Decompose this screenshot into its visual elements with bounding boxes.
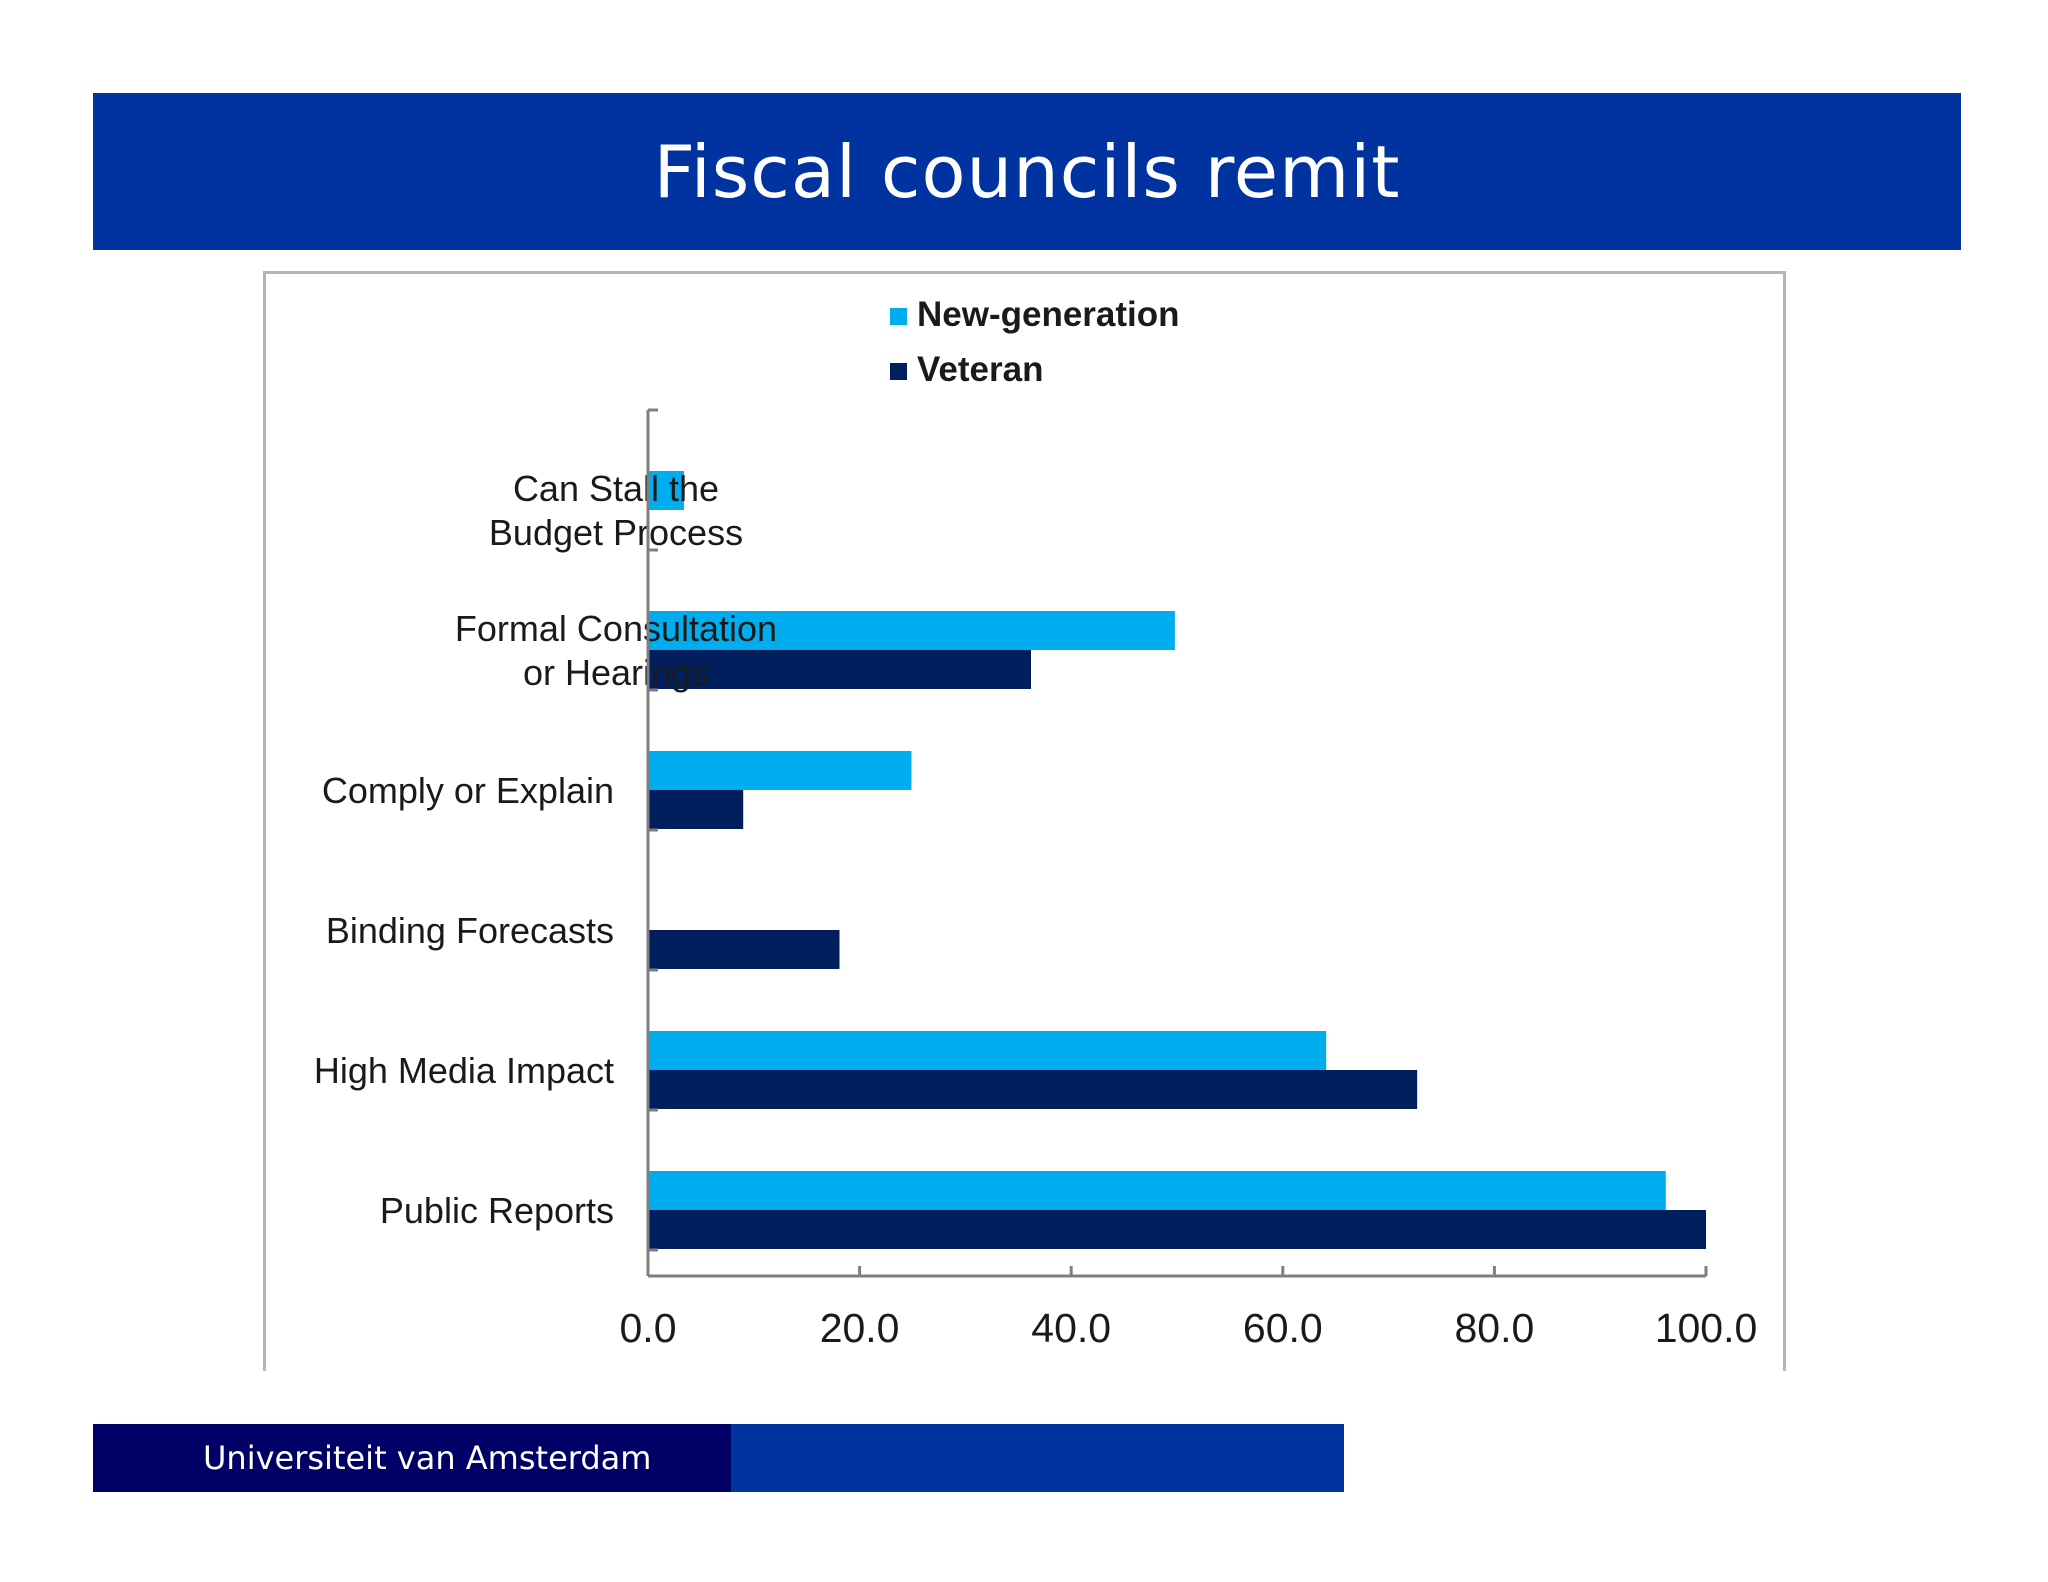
legend-label-new-generation: New-generation <box>917 295 1180 334</box>
bar-veteran-4 <box>648 1070 1418 1109</box>
x-tick-label-0: 0.0 <box>620 1305 677 1351</box>
bar-new-generation-1 <box>648 611 1175 650</box>
bar-veteran-3 <box>648 930 840 969</box>
footer-bar: Universiteit van Amsterdam <box>93 1424 731 1492</box>
bar-veteran-2 <box>648 790 744 829</box>
x-tick-label-4: 80.0 <box>1454 1305 1534 1351</box>
category-label-3: Binding Forecasts <box>326 910 614 951</box>
category-label-0-line-0: Can Stall the <box>513 468 719 509</box>
footer-university: Universiteit van Amsterdam <box>203 1439 652 1477</box>
x-tick-label-5: 100.0 <box>1655 1305 1758 1351</box>
category-label-1-line-1: or Hearings <box>523 652 709 693</box>
bar-new-generation-4 <box>648 1031 1327 1070</box>
category-label-1-line-0: Formal Consultation <box>455 608 777 649</box>
x-tick-label-3: 60.0 <box>1243 1305 1323 1351</box>
slide-title: Fiscal councils remit <box>653 129 1401 214</box>
chart-frame: Can Stall the Budget Process Formal Consul… <box>263 271 1786 1371</box>
bar-new-generation-5 <box>648 1171 1666 1210</box>
legend-label-veteran: Veteran <box>917 350 1043 389</box>
legend-swatch-veteran <box>890 363 907 380</box>
bar-new-generation-0 <box>648 471 684 510</box>
category-label-0-line-1: Budget Process <box>489 512 743 553</box>
legend-swatch-new-generation <box>890 308 907 325</box>
title-bar: Fiscal councils remit <box>93 93 1961 250</box>
bar-new-generation-2 <box>648 751 912 790</box>
category-label-4: High Media Impact <box>314 1050 614 1091</box>
bar-veteran-1 <box>648 650 1031 689</box>
x-tick-label-1: 20.0 <box>820 1305 900 1351</box>
bar-veteran-5 <box>648 1210 1706 1249</box>
category-label-5: Public Reports <box>380 1190 614 1231</box>
category-label-2: Comply or Explain <box>322 770 614 811</box>
x-tick-label-2: 40.0 <box>1031 1305 1111 1351</box>
footer-accent-bar <box>731 1424 1344 1492</box>
